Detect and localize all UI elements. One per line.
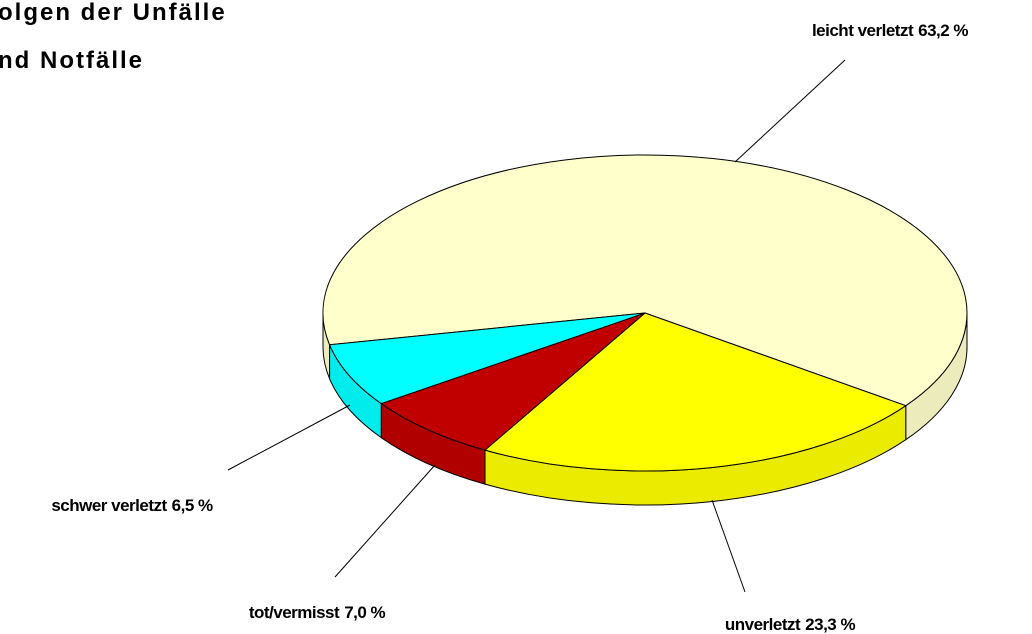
pie-slice [328, 312, 646, 405]
slice-label-name: schwer verletzt [51, 496, 167, 515]
slice-label: leicht verletzt 63,2 % [812, 21, 968, 40]
pie-slice [380, 312, 646, 451]
leader-line [227, 404, 351, 471]
chart-title: nd Notfälle [0, 47, 144, 74]
pie [322, 154, 968, 506]
slice-label-value: 23,3 % [805, 615, 855, 634]
slice-label-name: unverletzt [725, 615, 801, 634]
slice-label-name: tot/vermisst [249, 603, 340, 622]
slice-label: tot/vermisst 7,0 % [249, 603, 386, 622]
slice-label: schwer verletzt 6,5 % [51, 496, 213, 515]
pie-slice-shade [484, 405, 906, 505]
slice-label-value: 63,2 % [918, 21, 968, 40]
leader-line [711, 499, 746, 593]
leader-line [334, 464, 436, 578]
chart-title: olgen der Unfälle [0, 0, 227, 26]
slice-label-value: 7,0 % [344, 603, 385, 622]
pie-slice-shade [381, 403, 485, 485]
pie-slice-shade [905, 313, 967, 440]
slice-label-value: 6,5 % [172, 496, 213, 515]
slice-label: unverletzt 23,3 % [725, 615, 856, 634]
pie-slice [483, 312, 907, 472]
slice-label-name: leicht verletzt [812, 21, 914, 40]
pie-slice [322, 154, 968, 407]
labels: leicht verletzt 63,2 % unverletzt 23,3 % tot… [51, 21, 969, 634]
leader-line [734, 59, 846, 163]
